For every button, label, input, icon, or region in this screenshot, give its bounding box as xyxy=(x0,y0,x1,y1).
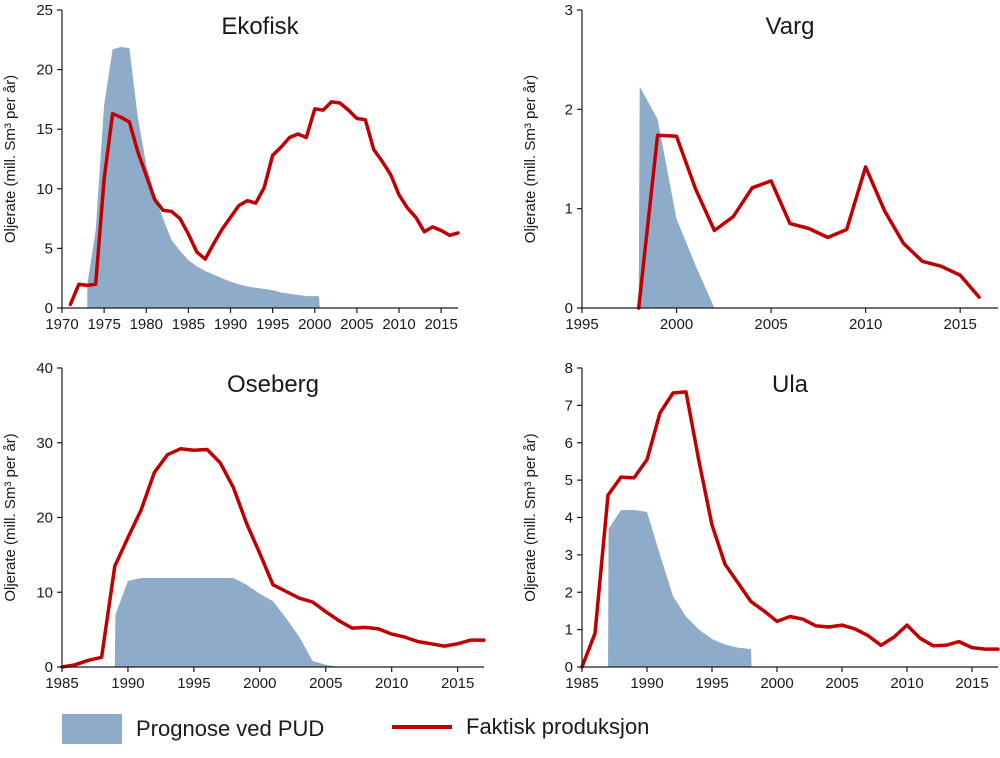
x-tick-label-ekofisk: 1995 xyxy=(256,316,289,333)
x-tick-label-ekofisk: 2015 xyxy=(424,316,457,333)
y-tick-label-ekofisk: 10 xyxy=(36,181,53,198)
x-tick-label-ula: 1985 xyxy=(565,675,598,692)
x-tick-label-ekofisk: 1970 xyxy=(45,316,78,333)
y-tick-label-ula: 6 xyxy=(565,435,573,452)
y-tick-label-ula: 0 xyxy=(565,659,573,676)
forecast-area-ekofisk xyxy=(87,47,320,308)
x-tick-label-oseberg: 1985 xyxy=(45,675,78,692)
y-tick-label-ula: 1 xyxy=(565,622,573,639)
x-tick-label-ula: 1990 xyxy=(630,675,663,692)
x-tick-label-ula: 2005 xyxy=(825,675,858,692)
y-axis-label-varg: Oljerate (mill. Sm³ per år) xyxy=(522,75,539,243)
chart-title-ekofisk: Ekofisk xyxy=(221,13,299,40)
y-axis-label-ekofisk: Oljerate (mill. Sm³ per år) xyxy=(2,75,19,243)
x-tick-label-oseberg: 2000 xyxy=(243,675,276,692)
legend: Prognose ved PUD Faktisk produksjon xyxy=(0,700,1000,758)
x-tick-label-varg: 2005 xyxy=(754,316,787,333)
x-tick-label-varg: 2010 xyxy=(849,316,882,333)
chart-title-ula: Ula xyxy=(772,371,809,398)
y-tick-label-varg: 2 xyxy=(565,101,573,118)
legend-item-actual: Faktisk produksjon xyxy=(392,714,649,740)
y-axis-label-oseberg: Oljerate (mill. Sm³ per år) xyxy=(2,433,19,601)
x-tick-label-ekofisk: 1990 xyxy=(214,316,247,333)
y-tick-label-oseberg: 20 xyxy=(36,510,53,527)
x-tick-label-ekofisk: 2010 xyxy=(382,316,415,333)
y-tick-label-ekofisk: 25 xyxy=(36,2,53,19)
x-tick-label-ula: 2010 xyxy=(890,675,923,692)
y-tick-label-ula: 8 xyxy=(565,360,573,377)
y-tick-label-oseberg: 30 xyxy=(36,435,53,452)
y-tick-label-ula: 2 xyxy=(565,584,573,601)
x-tick-label-varg: 2015 xyxy=(943,316,976,333)
legend-label-forecast: Prognose ved PUD xyxy=(136,716,325,741)
actual-line-ula xyxy=(580,390,1000,669)
x-tick-label-oseberg: 1995 xyxy=(177,675,210,692)
chart-varg: 0 1 2 3 1995 2000 2005 2010 2015 Varg Oljerate (mi… xyxy=(522,2,998,333)
actual-line-varg xyxy=(636,133,981,310)
chart-ekofisk: 0 5 10 15 20 25 1970 1975 1980 1985 1990 1995 2000 20… xyxy=(2,2,460,333)
x-tick-label-ekofisk: 1985 xyxy=(172,316,205,333)
chart-ula: 0 1 2 3 4 5 6 7 8 1985 1990 1995 2000 2005 2010 2015 Ula… xyxy=(522,360,1000,692)
chart-title-varg: Varg xyxy=(766,13,815,40)
legend-label-actual: Faktisk produksjon xyxy=(466,714,650,739)
chart-oseberg: 0 10 20 30 40 1985 1990 1995 2000 2005 2010 2015 Ose… xyxy=(2,360,486,692)
x-tick-label-ekofisk: 2005 xyxy=(340,316,373,333)
x-tick-label-ula: 1995 xyxy=(695,675,728,692)
x-tick-label-oseberg: 2015 xyxy=(441,675,474,692)
y-tick-label-oseberg: 0 xyxy=(45,659,53,676)
y-tick-label-ula: 7 xyxy=(565,397,573,414)
forecast-area-oseberg xyxy=(114,578,339,667)
x-tick-label-ekofisk: 1980 xyxy=(130,316,163,333)
y-tick-label-ekofisk: 0 xyxy=(45,300,53,317)
y-tick-label-ula: 3 xyxy=(565,547,573,564)
y-tick-label-varg: 0 xyxy=(565,300,573,317)
y-tick-label-varg: 3 xyxy=(565,2,573,19)
legend-swatch-forecast xyxy=(62,714,122,744)
x-tick-label-varg: 1995 xyxy=(565,316,598,333)
x-tick-label-oseberg: 2005 xyxy=(309,675,342,692)
y-tick-label-oseberg: 40 xyxy=(36,360,53,377)
y-tick-label-ula: 5 xyxy=(565,472,573,489)
legend-swatch-actual xyxy=(392,725,452,729)
x-tick-label-oseberg: 2010 xyxy=(375,675,408,692)
x-tick-label-varg: 2000 xyxy=(660,316,693,333)
x-tick-label-ula: 2015 xyxy=(955,675,988,692)
x-tick-label-ula: 2000 xyxy=(760,675,793,692)
legend-item-forecast: Prognose ved PUD xyxy=(62,714,324,744)
y-tick-label-ekofisk: 20 xyxy=(36,62,53,79)
actual-line-ekofisk xyxy=(68,100,460,307)
chart-title-oseberg: Oseberg xyxy=(227,371,319,398)
actual-line-oseberg xyxy=(60,446,486,669)
y-tick-label-oseberg: 10 xyxy=(36,584,53,601)
x-tick-label-oseberg: 1990 xyxy=(111,675,144,692)
x-tick-label-ekofisk: 2000 xyxy=(298,316,331,333)
y-axis-label-ula: Oljerate (mill. Sm³ per år) xyxy=(522,433,539,601)
forecast-area-ula xyxy=(608,510,752,667)
y-tick-label-ekofisk: 15 xyxy=(36,121,53,138)
y-tick-label-ekofisk: 5 xyxy=(45,240,53,257)
y-tick-label-varg: 1 xyxy=(565,201,573,218)
x-tick-label-ekofisk: 1975 xyxy=(87,316,120,333)
y-tick-label-ula: 4 xyxy=(565,510,573,527)
